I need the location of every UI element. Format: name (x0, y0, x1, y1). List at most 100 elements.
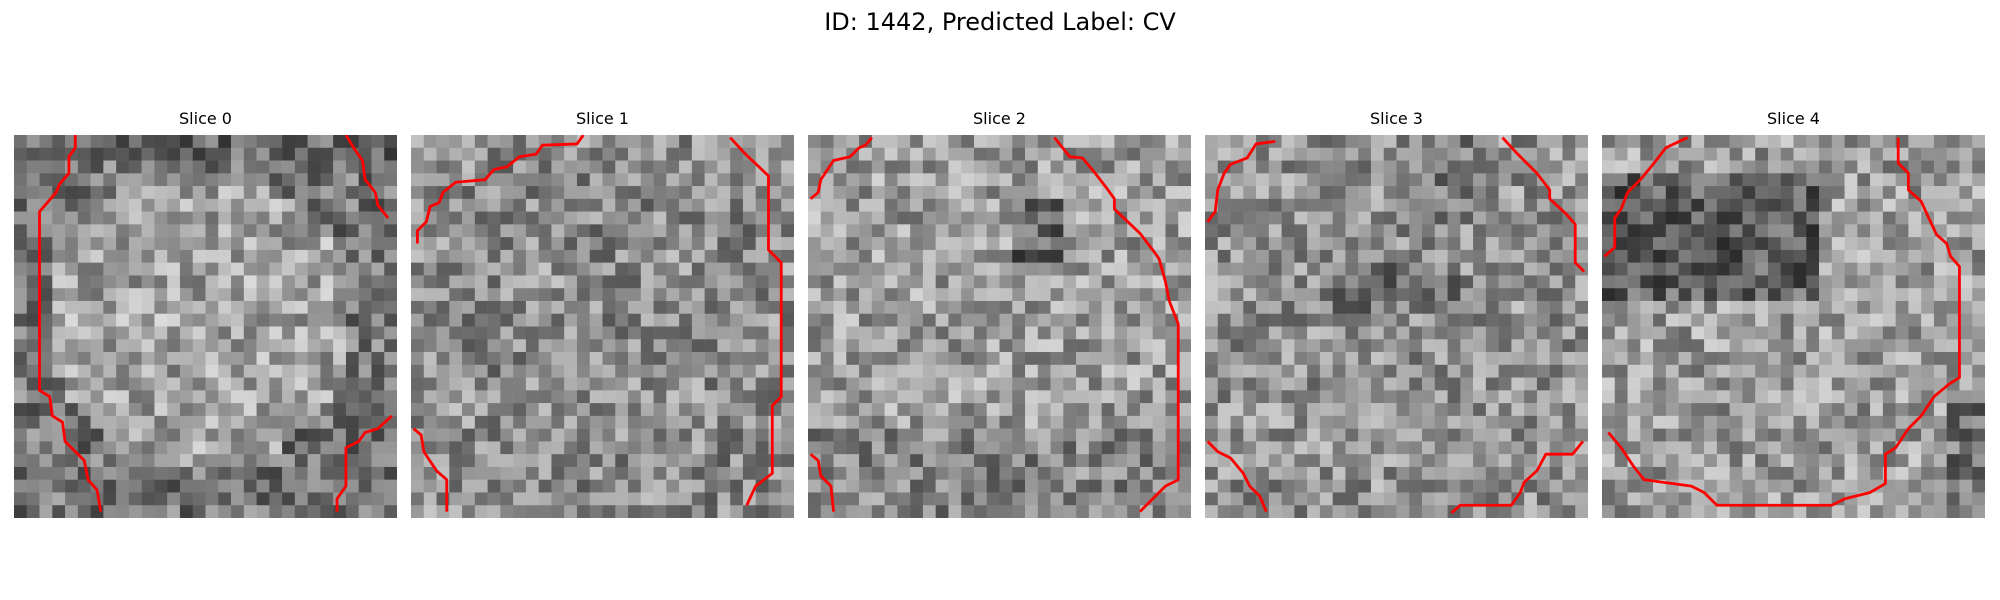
pixel (1933, 173, 1947, 187)
pixel (1383, 403, 1397, 417)
pixel (1205, 352, 1219, 366)
pixel (1959, 403, 1973, 417)
pixel (1383, 275, 1397, 289)
pixel (1870, 173, 1884, 187)
pixel (1345, 364, 1359, 378)
pixel (1536, 339, 1550, 353)
pixel (39, 300, 53, 314)
pixel (1704, 160, 1718, 174)
pixel (1640, 377, 1654, 391)
pixel (986, 262, 1000, 276)
pixel (1819, 505, 1833, 518)
pixel (243, 147, 257, 161)
pixel (384, 275, 397, 289)
pixel (1870, 288, 1884, 302)
pixel (1012, 249, 1026, 263)
pixel (1243, 288, 1257, 302)
pixel (628, 198, 642, 212)
pixel (628, 262, 642, 276)
pixel (1294, 275, 1308, 289)
pixel (423, 224, 437, 238)
pixel (1640, 326, 1654, 340)
pixel (1536, 415, 1550, 429)
pixel (462, 390, 476, 404)
pixel (1716, 377, 1730, 391)
pixel (910, 313, 924, 327)
pixel (1307, 300, 1321, 314)
pixel (1729, 403, 1743, 417)
pixel (1037, 288, 1051, 302)
pixel (1332, 326, 1346, 340)
pixel (1536, 377, 1550, 391)
pixel (615, 441, 629, 455)
pixel (411, 300, 425, 314)
pixel (1025, 160, 1039, 174)
slice-panel-4: Slice 4 (1602, 108, 1985, 518)
pixel (1536, 262, 1550, 276)
pixel (1152, 300, 1166, 314)
pixel (1025, 505, 1039, 518)
pixel (345, 415, 359, 429)
pixel (1063, 352, 1077, 366)
pixel (154, 211, 168, 225)
pixel (808, 249, 822, 263)
pixel (1063, 403, 1077, 417)
pixel (1575, 224, 1588, 238)
pixel (871, 390, 885, 404)
pixel (768, 262, 782, 276)
pixel (1729, 479, 1743, 493)
pixel (1972, 441, 1985, 455)
pixel (551, 326, 565, 340)
pixel (1447, 313, 1461, 327)
pixel (564, 326, 578, 340)
pixel (179, 339, 193, 353)
pixel (1844, 147, 1858, 161)
pixel (411, 249, 425, 263)
pixel (1307, 186, 1321, 200)
pixel (999, 415, 1013, 429)
pixel (320, 339, 334, 353)
pixel (1742, 211, 1756, 225)
pixel (192, 415, 206, 429)
pixel (1025, 224, 1039, 238)
pixel (1857, 390, 1871, 404)
pixel (1524, 352, 1538, 366)
pixel (1704, 415, 1718, 429)
pixel (1819, 466, 1833, 480)
pixel (436, 441, 450, 455)
pixel (628, 249, 642, 263)
segmentation-contour (1206, 440, 1268, 513)
pixel (436, 364, 450, 378)
pixel (1653, 262, 1667, 276)
pixel (1076, 326, 1090, 340)
pixel (1870, 198, 1884, 212)
pixel (500, 415, 514, 429)
pixel (602, 415, 616, 429)
pixel (423, 339, 437, 353)
pixel (666, 173, 680, 187)
pixel (1050, 198, 1064, 212)
pixel (294, 211, 308, 225)
pixel (1370, 415, 1384, 429)
pixel (1294, 454, 1308, 468)
pixel (1370, 326, 1384, 340)
pixel (679, 377, 693, 391)
pixel (1691, 364, 1705, 378)
pixel (1025, 364, 1039, 378)
pixel (1819, 275, 1833, 289)
pixel (1653, 403, 1667, 417)
pixel (1524, 224, 1538, 238)
pixel (1268, 147, 1282, 161)
pixel (1882, 160, 1896, 174)
pixel (691, 403, 705, 417)
pixel (897, 249, 911, 263)
pixel (358, 339, 372, 353)
pixel (564, 249, 578, 263)
pixel (1139, 288, 1153, 302)
pixel (602, 428, 616, 442)
pixel (1139, 326, 1153, 340)
pixel (884, 135, 898, 149)
pixel (333, 224, 347, 238)
pixel (525, 339, 539, 353)
pixel (294, 198, 308, 212)
